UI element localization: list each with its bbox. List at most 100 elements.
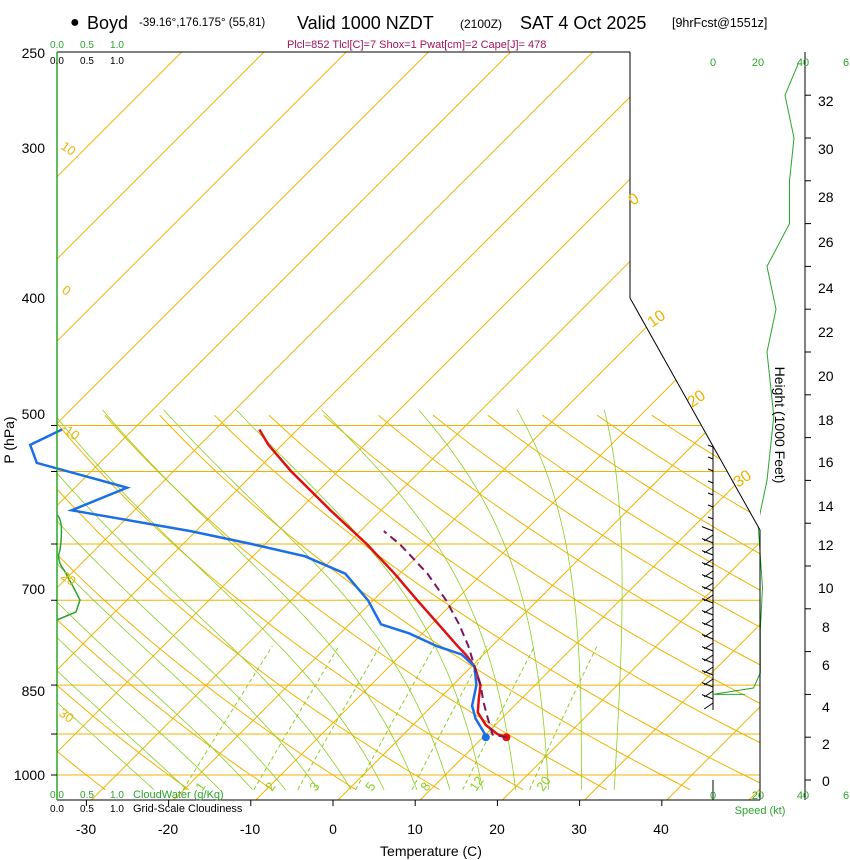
- temperature-profile: [258, 428, 507, 739]
- zulu-time: (2100Z): [460, 17, 502, 31]
- wind-barb: [701, 634, 714, 640]
- wind-barb: [707, 456, 714, 460]
- dewpoint-surface-point: [481, 733, 490, 742]
- right-mask: [630, 52, 760, 530]
- mixing-ratio-line: [297, 645, 381, 790]
- moist-adiabat: [235, 409, 484, 790]
- wind-barb: [707, 444, 714, 448]
- y-axis-title: P (hPa): [1, 416, 17, 463]
- station-coords: -39.16°,176.175° (55,81): [139, 17, 265, 29]
- t-tick-label: -20: [158, 821, 178, 837]
- wind-barb: [701, 658, 714, 664]
- mixing-ratio-label: 12: [466, 773, 487, 793]
- forecast-date: SAT 4 Oct 2025: [520, 13, 646, 33]
- height-tick-label: 20: [818, 368, 834, 384]
- moist-adiabat: [102, 409, 418, 790]
- isotherm: [57, 52, 265, 260]
- valid-time: Valid 1000 NZDT: [297, 13, 434, 33]
- cloudwater-curve: [56, 514, 81, 621]
- mixing-ratio-label: 20: [533, 773, 554, 793]
- wind-barb: [701, 538, 714, 544]
- bottom-cloud-tick-1: 0.5: [80, 804, 94, 815]
- height-tick-label: 4: [822, 699, 830, 715]
- bottom-cw-tick-1: 0.5: [80, 790, 94, 801]
- height-tick-label: 22: [818, 324, 834, 340]
- speed-tick-top: 40: [797, 57, 809, 69]
- cloudwater-label: CloudWater (g/Kg): [133, 789, 224, 801]
- moist-adiabat: [163, 409, 451, 790]
- isotherm: [57, 52, 512, 507]
- dry-adiabat: [432, 414, 760, 628]
- speed-tick-top: 20: [752, 57, 764, 69]
- t-tick-label: 10: [407, 821, 423, 837]
- dry-adiabat: [104, 414, 607, 791]
- height-tick-label: 6: [822, 657, 830, 673]
- dry-adiabat: [542, 414, 760, 555]
- isotherm: [90, 130, 760, 800]
- p-tick-label: 400: [22, 290, 46, 306]
- bottom-cw-tick-2: 1.0: [110, 790, 124, 801]
- mixing-ratio-line: [462, 645, 535, 790]
- wind-barb: [701, 694, 714, 700]
- wind-barb: [701, 586, 714, 592]
- dry-adiabat: [0, 415, 22, 790]
- isotherm: [583, 623, 760, 800]
- top-cloud-tick-0: 0.0: [50, 56, 64, 67]
- dewpoint-profile: [28, 428, 488, 738]
- moist-adiabat: [516, 409, 582, 790]
- moist-adiabat: [57, 637, 220, 790]
- adiabat-label: 30: [56, 705, 76, 726]
- moist-adiabat: [603, 409, 623, 790]
- moist-adiabat: [57, 701, 155, 790]
- height-tick-label: 24: [818, 280, 834, 296]
- wind-barb: [707, 516, 714, 520]
- p-tick-label: 250: [22, 45, 46, 61]
- height-tick-label: 18: [818, 412, 834, 428]
- wind-barb: [707, 492, 714, 496]
- wind-barb: [701, 610, 714, 616]
- mixing-ratio-line: [411, 645, 488, 790]
- wind-barb: [701, 646, 714, 652]
- isotherm: [826, 0, 850, 805]
- dry-adiabat: [57, 619, 273, 791]
- wind-barb: [701, 574, 714, 580]
- dry-adiabat: [214, 414, 760, 784]
- speed-tick-top: 6: [843, 57, 849, 69]
- parcel-profile: [383, 530, 507, 739]
- speed-tick-bottom: 20: [752, 790, 764, 802]
- isotherm: [57, 52, 594, 589]
- height-tick-label: 8: [822, 619, 830, 635]
- adiabat-label: 20: [58, 568, 78, 589]
- wind-barb: [707, 480, 714, 484]
- height-tick-label: 12: [818, 537, 834, 553]
- height-tick-label: 10: [818, 580, 834, 596]
- wind-barb: [701, 562, 714, 568]
- isotherm: [57, 52, 430, 425]
- p-tick-label: 1000: [14, 767, 45, 783]
- height-tick-label: 30: [818, 141, 834, 157]
- moist-adiabat: [321, 409, 516, 790]
- x-axis-title: Temperature (C): [380, 843, 482, 859]
- t-tick-label: -30: [76, 821, 96, 837]
- t-tick-label: 0: [329, 821, 337, 837]
- isotherm: [172, 212, 760, 800]
- height-tick-label: 32: [818, 93, 834, 109]
- top-cloud-tick-2: 1.0: [110, 56, 124, 67]
- isotherm: [57, 52, 347, 342]
- height-tick-label: 28: [818, 189, 834, 205]
- sounding-params: Plcl=852 Tlcl[C]=7 Shox=1 Pwat[cm]=2 Cap…: [287, 39, 546, 51]
- plot-border-right: [629, 52, 761, 800]
- p-tick-label: 300: [22, 140, 46, 156]
- isotherm: [57, 52, 183, 178]
- dry-adiabat: [816, 415, 850, 790]
- t-tick-label: 20: [489, 821, 505, 837]
- t-tick-label: -10: [240, 821, 260, 837]
- p-tick-label: 850: [22, 683, 46, 699]
- speed-tick-bottom: 6: [843, 790, 849, 802]
- height-tick-label: 2: [822, 736, 830, 752]
- height-axis-title: Height (1000 Feet): [772, 367, 788, 484]
- wind-barb: [701, 526, 714, 532]
- dry-adiabat: [57, 750, 106, 791]
- wind-barb: [701, 550, 714, 556]
- top-cw-tick-2: 1.0: [110, 40, 124, 51]
